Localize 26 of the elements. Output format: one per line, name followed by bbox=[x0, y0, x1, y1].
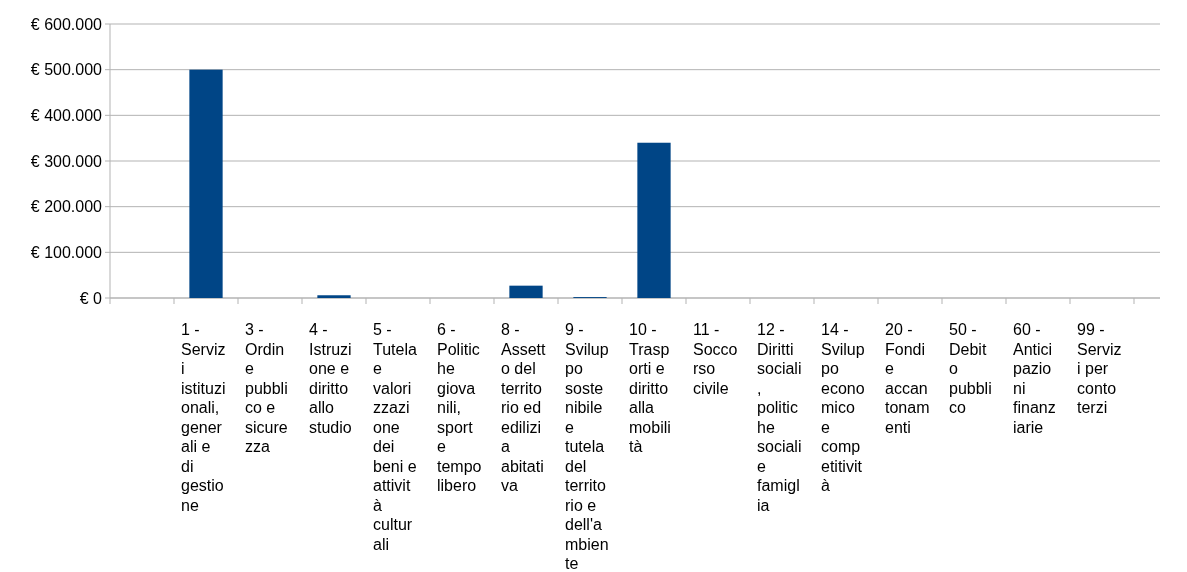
y-tick-label: € 200.000 bbox=[30, 198, 103, 216]
y-tick-label: € 500.000 bbox=[30, 61, 103, 79]
category-label: 5 - Tutela e valorizzazione dei beni e attività culturali bbox=[373, 321, 417, 553]
x-tick-label: 20 - Fondi e accantonamenti bbox=[885, 321, 930, 436]
bar bbox=[509, 285, 543, 298]
bar bbox=[637, 142, 671, 298]
bar bbox=[317, 295, 351, 298]
y-tick-label: € 100.000 bbox=[30, 243, 103, 261]
y-tick-label: € 0 bbox=[79, 289, 103, 307]
category-label: 12 - Diritti sociali, politiche sociali e famiglia bbox=[757, 321, 802, 514]
category-label: 1 - Servizi istituzionali, generali e di gestione bbox=[181, 321, 226, 514]
x-tick-label: 4 - Istruzione e diritto allo studio bbox=[309, 321, 352, 436]
bar bbox=[189, 69, 223, 298]
y-tick-label: € 300.000 bbox=[30, 152, 103, 170]
category-label: 6 - Politiche giovanili, sport e tempo libero bbox=[437, 321, 482, 494]
x-tick-label: 3 - Ordine pubblico e sicurezza bbox=[245, 321, 288, 455]
y-tick-label: € 400.000 bbox=[30, 106, 103, 124]
x-tick-label: 60 - Anticipazioni finanziarie bbox=[1013, 321, 1056, 436]
category-label: 8 - Assetto del territorio ed edilizia abitativa bbox=[501, 321, 546, 494]
x-tick-label: 10 - Trasporti e diritto alla mobilità bbox=[629, 321, 671, 455]
x-tick-label: 11 - Soccorso civile bbox=[693, 321, 738, 397]
category-label: 14 - Sviluppo economico e competitività bbox=[821, 321, 865, 494]
category-label: 9 - Sviluppo sostenibile e tutela del territorio e dell'ambiente bbox=[565, 321, 609, 572]
y-tick-label: € 600.000 bbox=[30, 15, 103, 33]
x-tick-label: 99 - Servizi per conto terzi bbox=[1077, 321, 1122, 416]
x-tick-label: 50 - Debito pubblico bbox=[949, 321, 992, 416]
